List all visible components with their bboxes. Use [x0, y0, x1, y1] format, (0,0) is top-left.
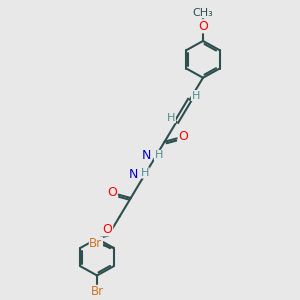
Text: O: O — [103, 223, 112, 236]
Text: O: O — [178, 130, 188, 143]
Text: Br: Br — [90, 285, 104, 298]
Text: O: O — [198, 20, 208, 33]
Text: O: O — [107, 186, 117, 199]
Text: Br: Br — [89, 237, 103, 250]
Text: N: N — [141, 149, 151, 162]
Text: H: H — [191, 91, 200, 100]
Text: N: N — [129, 168, 139, 181]
Text: CH₃: CH₃ — [193, 8, 213, 18]
Text: H: H — [167, 112, 176, 123]
Text: H: H — [154, 150, 163, 161]
Text: H: H — [141, 168, 149, 178]
